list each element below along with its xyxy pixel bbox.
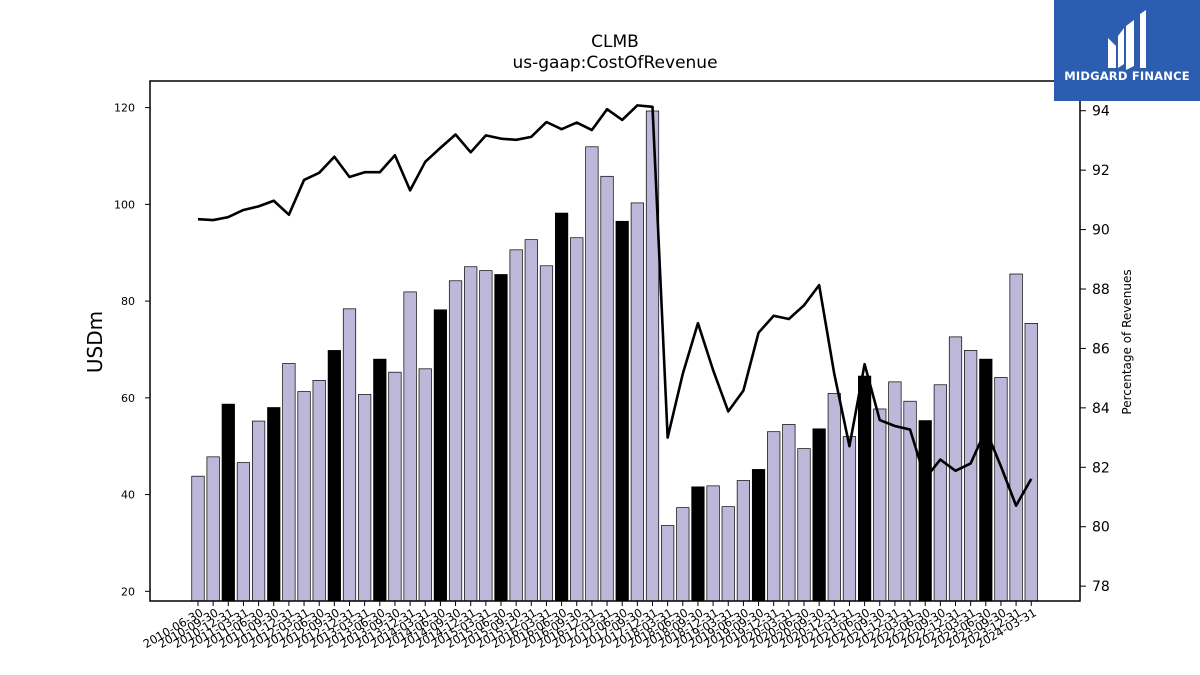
left-tick-label-40: 40: [121, 489, 135, 502]
bar-2019-06-30: [736, 480, 751, 602]
bar-2014-06-30: [433, 309, 447, 602]
left-tick-label-80: 80: [121, 295, 135, 308]
bar-2023-03-31: [964, 350, 978, 602]
bar-2022-06-30: [918, 420, 932, 602]
bar-2017-09-30: [630, 202, 644, 602]
bar-2020-06-30: [797, 448, 811, 602]
bar-2014-09-30: [448, 280, 463, 602]
bar-2018-06-30: [676, 507, 690, 602]
bar-2016-09-30: [570, 237, 584, 602]
bar-2013-12-31: [403, 291, 417, 602]
bar-2012-09-30: [327, 350, 341, 602]
right-tick-label-94: 94: [1092, 104, 1110, 120]
bar-2021-09-30: [873, 408, 887, 602]
bar-series: [191, 110, 1038, 602]
bar-2018-12-31: [706, 485, 720, 602]
bar-2019-03-31: [721, 506, 735, 602]
bar-2018-03-31: [661, 525, 675, 602]
bar-2020-12-31: [827, 393, 841, 602]
percentage-line: [197, 104, 1033, 507]
bar-2020-03-31: [782, 424, 796, 602]
bar-2021-03-31: [842, 436, 857, 602]
bar-2019-12-31: [767, 431, 781, 602]
bar-2017-03-31: [600, 175, 614, 602]
bar-2015-09-30: [509, 249, 523, 602]
left-tick-label-60: 60: [121, 392, 135, 405]
right-tick-label-86: 86: [1092, 341, 1110, 357]
bar-2015-12-31: [524, 239, 538, 602]
bar-2023-09-30: [994, 377, 1008, 602]
bar-2021-06-30: [857, 375, 872, 602]
bar-2011-12-31: [282, 363, 296, 602]
bar-2010-09-30: [206, 456, 220, 602]
chart-subtitle: us-gaap:CostOfRevenue: [512, 53, 718, 73]
right-tick-label-84: 84: [1092, 401, 1110, 417]
bar-2016-06-30: [554, 212, 569, 602]
bar-2013-03-31: [358, 394, 372, 602]
logo-text: MIDGARD FINANCE: [1064, 69, 1190, 83]
bar-2023-12-31: [1009, 273, 1023, 602]
right-y-axis: 78 80 82 84 86 88 90 92 94: [1080, 104, 1110, 595]
left-tick-label-120: 120: [114, 102, 135, 115]
brand-logo: MIDGARD FINANCE: [1054, 0, 1200, 101]
bar-2013-09-30: [388, 371, 402, 602]
bar-2011-03-31: [236, 462, 251, 602]
bar-2013-06-30: [373, 358, 387, 602]
plot-area-frame: [149, 80, 1081, 602]
bar-2020-09-30: [812, 428, 826, 602]
right-tick-label-90: 90: [1092, 223, 1110, 239]
left-tick-label-100: 100: [114, 198, 135, 211]
bar-2017-06-30: [615, 220, 629, 602]
right-tick-label-82: 82: [1092, 460, 1110, 476]
logo-icon: [1108, 10, 1146, 70]
bar-2024-03-31: [1024, 322, 1038, 602]
bar-2012-12-31: [342, 308, 357, 602]
bar-2019-09-30: [751, 469, 766, 602]
line-series: [197, 104, 1033, 507]
bar-2015-03-31: [479, 270, 493, 602]
bar-2014-03-31: [418, 368, 432, 602]
bar-2016-12-31: [585, 146, 599, 602]
x-axis: 2010-06-302010-09-302010-12-312011-03-31…: [141, 601, 1039, 651]
left-y-axis: 20 40 60 80 100 120: [114, 102, 150, 598]
bar-2011-06-30: [252, 420, 266, 602]
bar-2016-03-31: [539, 265, 554, 602]
bar-2018-09-30: [691, 486, 705, 602]
bar-2012-03-31: [297, 391, 311, 602]
right-tick-label-78: 78: [1092, 579, 1110, 595]
bar-2022-09-30: [933, 384, 947, 602]
bar-2010-12-31: [221, 403, 235, 602]
right-tick-label-80: 80: [1092, 520, 1110, 536]
left-axis-label: USDm: [83, 310, 107, 374]
bar-2012-06-30: [312, 380, 326, 602]
bar-2010-06-30: [191, 475, 205, 602]
right-tick-label-88: 88: [1092, 282, 1110, 298]
bar-2014-12-31: [464, 266, 478, 602]
bar-2015-06-30: [494, 274, 508, 602]
bar-2011-09-30: [267, 407, 281, 602]
bar-2021-12-31: [888, 381, 902, 602]
bar-2023-06-30: [979, 358, 993, 602]
right-tick-label-92: 92: [1092, 163, 1110, 179]
left-tick-label-20: 20: [121, 585, 135, 598]
chart-title: CLMB: [591, 32, 639, 52]
right-axis-label: Percentage of Revenues: [1120, 269, 1134, 415]
